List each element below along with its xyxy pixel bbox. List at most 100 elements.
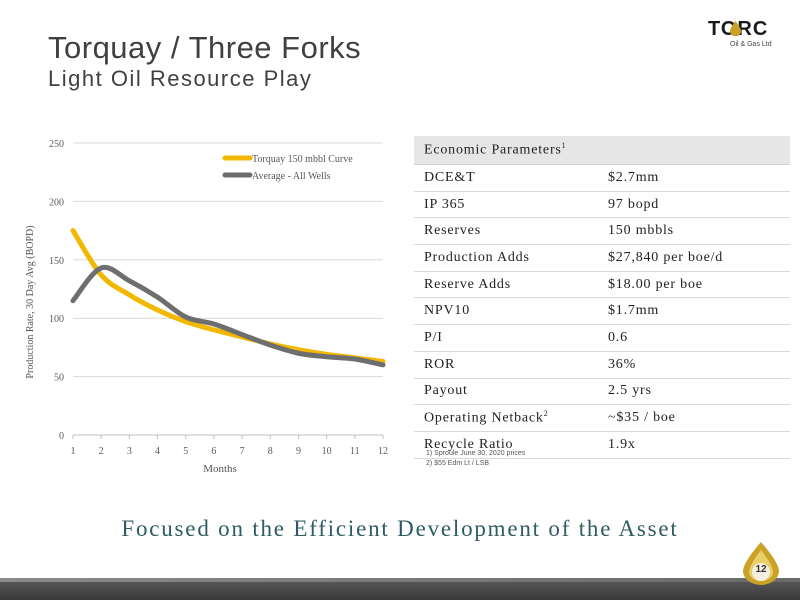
table-header-footnote: 1 bbox=[561, 141, 567, 151]
table-row: Production Adds $27,840 per boe/d bbox=[414, 244, 790, 272]
data-point bbox=[241, 334, 243, 336]
param-value: $1.7mm bbox=[608, 297, 790, 326]
param-value: 1.9x bbox=[608, 431, 790, 459]
data-point bbox=[100, 274, 102, 276]
x-tick-label: 3 bbox=[127, 446, 132, 457]
param-label-cell: IP 365 bbox=[414, 191, 608, 219]
y-tick-label: 250 bbox=[49, 139, 64, 150]
data-point bbox=[72, 300, 74, 302]
footnote-1: 1) Sproule June 30, 2020 prices bbox=[426, 450, 526, 457]
data-point bbox=[157, 296, 159, 298]
data-point bbox=[326, 356, 328, 358]
param-footnote: 2 bbox=[543, 409, 549, 419]
param-value: 2.5 yrs bbox=[608, 378, 790, 406]
param-label: DCE&T bbox=[424, 169, 476, 185]
economic-parameters-table: Economic Parameters1 DCE&T $2.7mm IP 365 97… bbox=[414, 136, 790, 459]
data-point bbox=[269, 344, 271, 346]
param-label-cell: Recycle Ratio bbox=[414, 431, 608, 459]
company-logo: TORC Oil & Gas Ltd bbox=[708, 18, 784, 58]
data-point bbox=[157, 309, 159, 311]
table-header-cell: Economic Parameters1 bbox=[414, 136, 790, 165]
param-value: 97 bopd bbox=[608, 191, 790, 219]
param-label-cell: DCE&T bbox=[414, 164, 608, 192]
data-point bbox=[100, 267, 102, 269]
param-value: 36% bbox=[608, 351, 790, 379]
data-point bbox=[213, 329, 215, 331]
param-label-cell: Operating Netback2 bbox=[414, 404, 608, 432]
data-point bbox=[128, 294, 130, 296]
slide-tagline: Focused on the Efficient Development of … bbox=[121, 516, 679, 541]
table-header-label: Economic Parameters bbox=[424, 142, 562, 158]
table-row: DCE&T $2.7mm bbox=[414, 164, 790, 192]
data-point bbox=[297, 352, 299, 354]
x-tick-label: 5 bbox=[183, 446, 188, 457]
series-line-1 bbox=[70, 264, 386, 368]
param-value: 150 mbbls bbox=[608, 217, 790, 246]
param-label: Recycle Ratio bbox=[424, 436, 514, 452]
x-tick-label: 11 bbox=[350, 446, 360, 457]
param-label-cell: P/I bbox=[414, 324, 608, 352]
page-number: 12 bbox=[755, 564, 767, 575]
y-tick-label: 200 bbox=[49, 197, 64, 208]
gold-drop-icon bbox=[743, 542, 779, 585]
table-row: P/I 0.6 bbox=[414, 324, 790, 352]
param-label: NPV10 bbox=[424, 303, 471, 319]
param-label: Production Adds bbox=[424, 249, 530, 265]
legend-label: Torquay 150 mbbl Curve bbox=[252, 154, 353, 165]
footer-bar bbox=[0, 578, 800, 600]
data-point bbox=[185, 316, 187, 318]
table-row: Payout 2.5 yrs bbox=[414, 378, 790, 406]
table-row: Reserves 150 mbbls bbox=[414, 217, 790, 246]
param-label-cell: NPV10 bbox=[414, 297, 608, 326]
param-label: P/I bbox=[424, 329, 443, 345]
x-tick-label: 12 bbox=[378, 446, 388, 457]
footnote-2: 2) $55 Edm Lt / LSB bbox=[426, 460, 490, 467]
chart-series bbox=[70, 228, 386, 368]
series-line-0 bbox=[70, 228, 386, 364]
y-tick-label: 150 bbox=[49, 256, 64, 267]
table-row: ROR 36% bbox=[414, 351, 790, 379]
logo-subtext: Oil & Gas Ltd bbox=[730, 41, 772, 48]
slide-title: Torquay / Three Forks bbox=[48, 30, 362, 65]
table-row: NPV10 $1.7mm bbox=[414, 297, 790, 326]
param-label: ROR bbox=[424, 356, 456, 372]
data-point bbox=[382, 360, 384, 362]
y-tick-label: 50 bbox=[54, 373, 64, 384]
data-point bbox=[297, 349, 299, 351]
table-row: Recycle Ratio 1.9x bbox=[414, 431, 790, 459]
param-label-cell: ROR bbox=[414, 351, 608, 379]
param-label: Reserves bbox=[424, 223, 481, 239]
oil-drop-icon bbox=[730, 21, 741, 36]
x-tick-label: 2 bbox=[99, 446, 104, 457]
param-label-cell: Reserve Adds bbox=[414, 271, 608, 299]
param-label: IP 365 bbox=[424, 196, 466, 212]
param-label-cell: Reserves bbox=[414, 217, 608, 246]
x-tick-label: 7 bbox=[240, 446, 245, 457]
x-tick-label: 10 bbox=[322, 446, 332, 457]
chart-legend: Torquay 150 mbbl Curve Average - All Well… bbox=[222, 154, 353, 182]
x-tick-label: 1 bbox=[71, 446, 76, 457]
y-tick-label: 0 bbox=[59, 431, 64, 442]
data-point bbox=[128, 280, 130, 282]
data-point bbox=[382, 364, 384, 366]
table-row: IP 365 97 bopd bbox=[414, 191, 790, 219]
y-tick-label: 100 bbox=[49, 314, 64, 325]
param-value: $2.7mm bbox=[608, 164, 790, 192]
data-point bbox=[72, 230, 74, 232]
param-value: $27,840 per boe/d bbox=[608, 244, 790, 272]
footnotes: 1) Sproule June 30, 2020 prices 2) $55 E… bbox=[426, 449, 525, 469]
x-axis-label: Months bbox=[203, 463, 237, 475]
param-label-cell: Payout bbox=[414, 378, 608, 406]
x-tick-label: 9 bbox=[296, 446, 301, 457]
param-value: 0.6 bbox=[608, 324, 790, 352]
table-row: Reserve Adds $18.00 per boe bbox=[414, 271, 790, 299]
param-value: ~$35 / boe bbox=[608, 404, 790, 432]
x-tick-label: 8 bbox=[268, 446, 273, 457]
x-tick-label: 6 bbox=[211, 446, 216, 457]
data-point bbox=[185, 321, 187, 323]
data-point bbox=[354, 358, 356, 360]
param-label: Payout bbox=[424, 383, 468, 399]
table-header-row: Economic Parameters1 bbox=[414, 136, 790, 165]
slide-subtitle: Light Oil Resource Play bbox=[48, 66, 313, 91]
